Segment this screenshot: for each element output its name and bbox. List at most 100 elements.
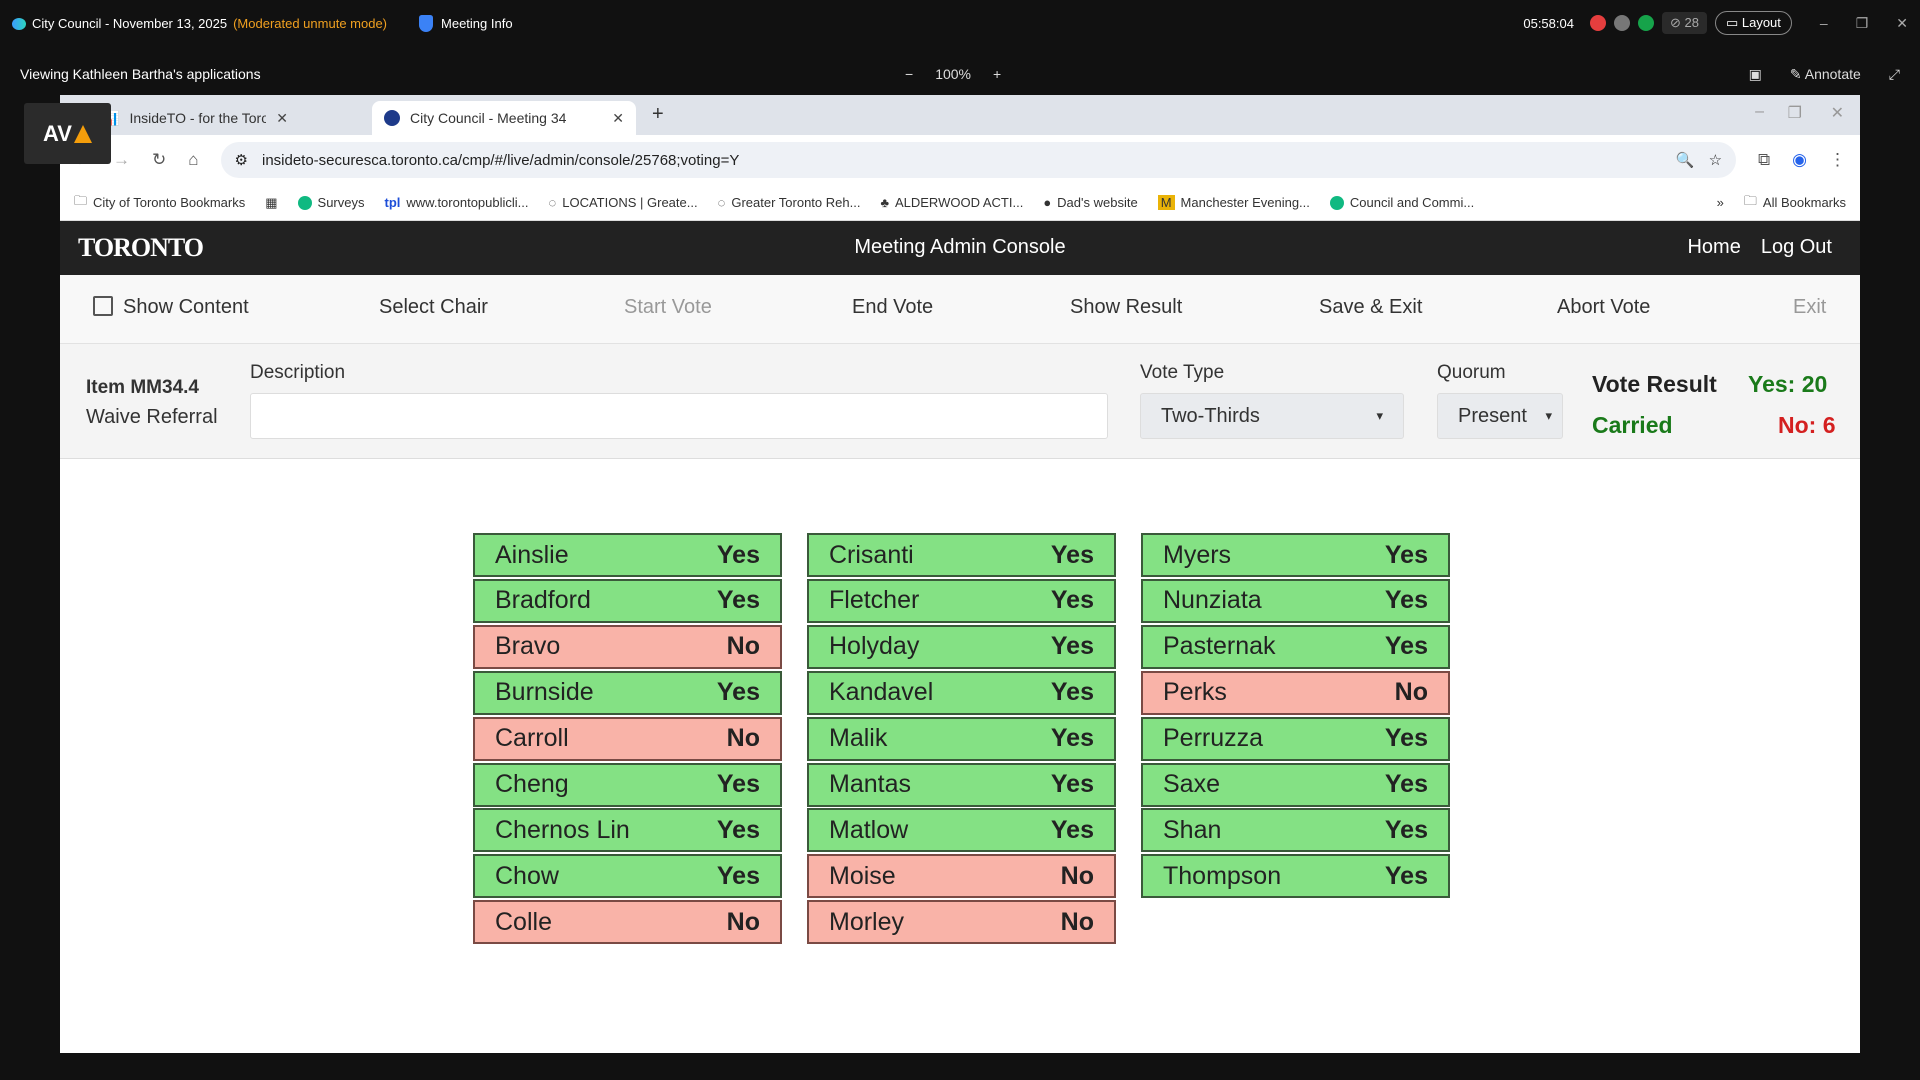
member-vote: No <box>726 724 760 753</box>
description-input[interactable] <box>250 393 1108 439</box>
extensions-icon[interactable]: ⧉ <box>1758 150 1771 169</box>
browser-window: 📊InsideTO - for the Toronto Publ✕ City C… <box>60 95 1860 1053</box>
bookmark-star-icon[interactable]: ☆ <box>1708 152 1723 169</box>
vote-type-select[interactable]: Two-Thirds ▾ <box>1140 393 1404 439</box>
show-content-label: Show Content <box>123 296 249 318</box>
bookmark[interactable]: M Manchester Evening... <box>1157 195 1310 210</box>
tab-city-council[interactable]: City Council - Meeting 34 ✕ <box>372 101 636 135</box>
member-name: Morley <box>829 907 905 936</box>
minimize-icon[interactable]: – <box>1819 15 1828 31</box>
restore-icon[interactable]: ❐ <box>1855 14 1869 31</box>
annotate-button[interactable]: ✎ Annotate <box>1789 66 1861 82</box>
member-vote: Yes <box>716 770 760 798</box>
save-exit-button[interactable]: Save & Exit <box>1319 296 1423 318</box>
vote-card: Matlow Yes <box>807 808 1116 853</box>
participants-number: 28 <box>1684 15 1699 30</box>
meeting-mode: (Moderated unmute mode) <box>233 16 388 31</box>
bookmark[interactable]: ◌ LOCATIONS | Greate... <box>549 195 698 210</box>
globe-icon: ● <box>1043 195 1052 210</box>
browser-minimize-icon[interactable]: – <box>1755 103 1764 120</box>
link-icon[interactable] <box>1613 15 1630 31</box>
profile-icon[interactable]: ◉ <box>1792 150 1807 169</box>
show-content-checkbox[interactable]: Show Content <box>93 296 249 319</box>
fullscreen-icon[interactable]: ⤢ <box>1888 66 1900 82</box>
member-name: Perks <box>1163 678 1227 707</box>
vote-card: Bravo No <box>473 624 782 669</box>
meeting-info-button[interactable]: Meeting Info <box>419 15 513 32</box>
zoom-icon[interactable]: 🔍 <box>1675 152 1695 169</box>
member-name: Chernos Lin <box>495 815 630 844</box>
description-label: Description <box>250 362 346 383</box>
vote-card: Chernos Lin Yes <box>473 808 782 853</box>
manchester-icon: M <box>1157 195 1175 210</box>
bookmark[interactable]: ● Dad's website <box>1043 195 1137 210</box>
home-icon[interactable]: ⌂ <box>188 150 199 169</box>
member-name: Saxe <box>1163 770 1220 798</box>
record-icon[interactable] <box>1589 15 1606 31</box>
member-name: Perruzza <box>1163 724 1264 753</box>
item-panel: Item MM34.4 Waive Referral Description V… <box>60 344 1860 459</box>
show-result-button[interactable]: Show Result <box>1070 296 1183 318</box>
abort-vote-button[interactable]: Abort Vote <box>1557 296 1651 318</box>
end-vote-button[interactable]: End Vote <box>852 296 934 318</box>
forward-icon[interactable]: → <box>113 150 130 169</box>
zoom-level: 100% <box>935 66 971 82</box>
quorum-select[interactable]: Present ▾ <box>1437 393 1563 439</box>
toronto-logo[interactable]: TORONTO <box>78 233 204 262</box>
home-link[interactable]: Home <box>1687 236 1741 258</box>
member-vote: No <box>726 907 760 936</box>
vote-card: Cheng Yes <box>473 762 782 807</box>
member-name: Nunziata <box>1163 586 1262 615</box>
member-vote: Yes <box>716 586 760 615</box>
member-name: Cheng <box>495 770 569 798</box>
bookmark[interactable]: tpl www.torontopublicli... <box>385 195 529 210</box>
remote-control-icon[interactable]: ▣ <box>1748 66 1762 82</box>
stats-icon[interactable] <box>1637 15 1654 31</box>
chevron-down-icon: ▾ <box>1376 408 1383 423</box>
vote-card: Malik Yes <box>807 716 1116 761</box>
member-vote: Yes <box>716 861 760 890</box>
logout-link[interactable]: Log Out <box>1760 236 1832 258</box>
vote-card: Chow Yes <box>473 854 782 899</box>
browser-restore-icon[interactable]: ❐ <box>1787 105 1802 122</box>
close-tab-icon[interactable]: ✕ <box>276 109 288 126</box>
start-vote-button[interactable]: Start Vote <box>624 296 712 318</box>
select-chair-button[interactable]: Select Chair <box>379 296 488 318</box>
bookmark[interactable]: ◌ Greater Toronto Reh... <box>718 195 861 210</box>
all-bookmarks[interactable]: 🗀 All Bookmarks <box>1743 192 1846 211</box>
browser-close-icon[interactable]: ✕ <box>1830 105 1844 122</box>
action-bar: Show Content Select Chair Start Vote End… <box>60 275 1860 344</box>
meeting-title: City Council - November 13, 2025 <box>32 16 228 31</box>
member-name: Carroll <box>495 724 569 753</box>
menu-icon[interactable]: ⋮ <box>1829 150 1846 169</box>
bookmark[interactable]: ♣ ALDERWOOD ACTI... <box>880 195 1023 210</box>
close-icon[interactable]: ✕ <box>1896 14 1908 31</box>
chevron-down-icon: ▾ <box>1545 408 1552 423</box>
apps-icon[interactable]: ▦ <box>265 194 278 210</box>
member-vote: Yes <box>716 815 760 844</box>
zoom-in-button[interactable]: + <box>993 66 1002 82</box>
bookmark[interactable]: Council and Commi... <box>1329 195 1474 210</box>
exit-button[interactable]: Exit <box>1793 296 1827 318</box>
site-info-icon[interactable]: ⚙ <box>234 152 248 169</box>
annotate-label: Annotate <box>1804 66 1861 82</box>
more-bookmarks-icon[interactable]: » <box>1716 195 1724 210</box>
bookmark-label: City of Toronto Bookmarks <box>93 195 246 210</box>
participants-count[interactable]: ⊘ 28 <box>1661 12 1707 34</box>
bookmark-label: Manchester Evening... <box>1180 195 1310 210</box>
reload-icon[interactable]: ↻ <box>152 150 167 169</box>
vote-result-label: Vote Result <box>1592 371 1717 397</box>
bookmark[interactable]: Surveys <box>297 195 365 210</box>
bookmark-folder[interactable]: 🗀 City of Toronto Bookmarks <box>74 192 246 211</box>
vote-card: Colle No <box>473 900 782 945</box>
layout-button[interactable]: ▭ Layout <box>1714 11 1792 35</box>
new-tab-button[interactable]: + <box>652 103 664 125</box>
vote-card: Perruzza Yes <box>1141 716 1450 761</box>
zoom-out-button[interactable]: − <box>905 66 914 82</box>
vote-result-status: Carried <box>1592 412 1673 438</box>
member-vote: Yes <box>1384 724 1428 753</box>
url-bar[interactable]: ⚙ insideto-securesca.toronto.ca/cmp/#/liv… <box>220 142 1737 178</box>
member-name: Myers <box>1163 540 1232 569</box>
tab-insideto[interactable]: 📊InsideTO - for the Toronto Publ✕ <box>90 101 300 135</box>
close-tab-icon[interactable]: ✕ <box>612 109 624 126</box>
